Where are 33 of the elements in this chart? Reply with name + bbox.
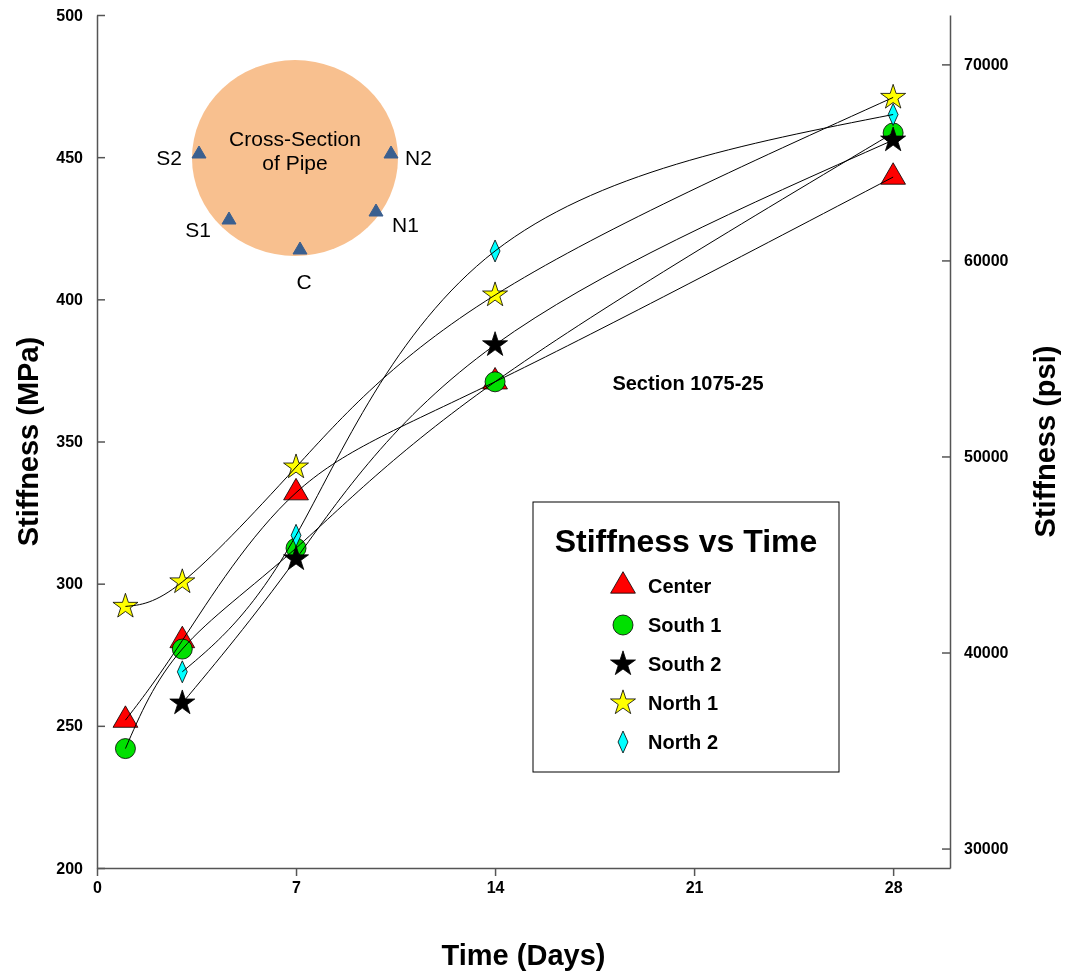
- x-tick-label: 0: [93, 879, 103, 897]
- y-tick-label: 250: [56, 717, 84, 735]
- y-tick-label: 450: [56, 148, 84, 166]
- annotation: N2: [405, 146, 432, 169]
- legend-label: Center: [648, 575, 712, 597]
- y-tick-label: 200: [56, 859, 84, 877]
- y-tick-label: 300: [56, 575, 84, 593]
- y-tick-label: 500: [56, 6, 84, 24]
- y2-axis-title: Stiffness (psi): [1029, 345, 1061, 538]
- y2-tick-label: 60000: [964, 252, 1009, 270]
- annotation: N1: [392, 213, 419, 236]
- legend-title: Stiffness vs Time: [554, 523, 818, 559]
- x-axis-title: Time (Days): [441, 939, 606, 971]
- y-tick-label: 350: [56, 433, 84, 451]
- legend-label: North 1: [648, 692, 718, 714]
- annotation: S2: [156, 146, 182, 169]
- annotation: C: [296, 270, 312, 293]
- annotation: Cross-Section of Pipe: [229, 127, 361, 174]
- legend-label: South 1: [648, 614, 722, 636]
- legend-label: South 2: [648, 653, 722, 675]
- x-tick-label: 7: [292, 879, 302, 897]
- y2-tick-label: 50000: [964, 448, 1009, 466]
- annotation: Section 1075-25: [612, 372, 764, 394]
- legend-label: North 2: [648, 731, 718, 753]
- y2-tick-label: 40000: [964, 644, 1009, 662]
- x-tick-label: 21: [685, 879, 704, 897]
- y-axis-title: Stiffness (MPa): [12, 336, 44, 547]
- x-tick-label: 28: [884, 879, 903, 897]
- annotation: S1: [185, 218, 211, 241]
- y-tick-label: 400: [56, 290, 84, 308]
- y2-tick-label: 70000: [964, 56, 1009, 73]
- x-tick-label: 14: [486, 879, 505, 897]
- y2-tick-label: 30000: [964, 840, 1009, 858]
